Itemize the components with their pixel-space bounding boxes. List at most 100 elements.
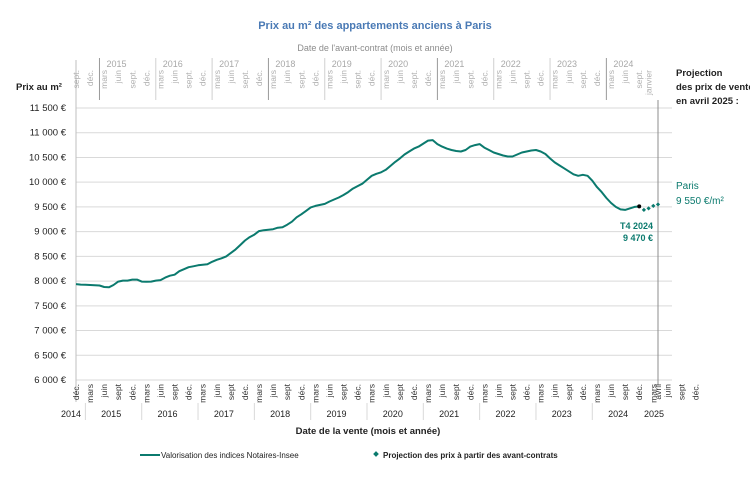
side-note-line-1: Projection: [676, 68, 723, 79]
side-note: Projection des prix de vente en avril 20…: [676, 68, 750, 107]
x-tick-label: déc.: [465, 384, 475, 400]
x-tick-label: déc.: [634, 384, 644, 400]
y-tick-label: 10 000 €: [29, 177, 67, 188]
top-tick-label: déc.: [254, 70, 264, 86]
top-tick-label: sept.: [184, 70, 194, 88]
y-tick-label: 8 000 €: [34, 276, 66, 287]
x-tick-label: sept: [564, 383, 574, 400]
y-axis-label: Prix au m²: [16, 82, 62, 93]
x-tick-label: mars: [198, 384, 208, 403]
top-tick-label: sept.: [353, 70, 363, 88]
x-year-label: 2015: [101, 409, 121, 419]
y-tick-label: 10 500 €: [29, 152, 67, 163]
x-tick-label: mars: [310, 384, 320, 403]
x-tick-label: déc.: [522, 384, 532, 400]
top-tick-label: déc.: [141, 70, 151, 86]
x-year-label: 2022: [495, 409, 515, 419]
top-tick-label: sept.: [296, 70, 306, 88]
x-tick-label: mars: [648, 384, 658, 403]
top-tick-label: déc.: [198, 70, 208, 86]
top-year-label: 2016: [163, 59, 183, 69]
top-tick-label: mars: [437, 70, 447, 89]
top-tick-label: sept.: [522, 70, 532, 88]
x-year-label: 2019: [326, 409, 346, 419]
series-line-notaires-insee: [75, 139, 640, 289]
top-year-label: 2021: [444, 59, 464, 69]
projection-annotation: Paris 9 550 €/m²: [676, 181, 724, 207]
top-tick-label: déc.: [310, 70, 320, 86]
legend-label-series: Valorisation des indices Notaires-Insee: [161, 451, 299, 460]
x-tick-label: sept: [620, 383, 630, 400]
top-tick-label: déc.: [85, 70, 95, 86]
x-year-label: 2018: [270, 409, 290, 419]
x-tick-label: mars: [479, 384, 489, 403]
x-tick-label: juin: [155, 384, 165, 399]
top-tick-label: déc.: [423, 70, 433, 86]
x-tick-label: déc.: [127, 384, 137, 400]
top-tick-label: déc.: [479, 70, 489, 86]
x-year-label: 2021: [439, 409, 459, 419]
x-tick-label: juin: [550, 384, 560, 399]
top-tick-label: juin: [564, 70, 574, 85]
projection-value: 9 550 €/m²: [676, 196, 724, 207]
top-tick-label: sept.: [634, 70, 644, 88]
top-tick-label: sept.: [578, 70, 588, 88]
y-tick-label: 11 000 €: [30, 128, 67, 139]
top-year-label: 2017: [219, 59, 239, 69]
projection-point: [641, 207, 647, 212]
top-tick-label: mars: [550, 70, 560, 89]
x-year-label: 2020: [383, 409, 403, 419]
x-tick-label: déc.: [578, 384, 588, 400]
x-tick-label: sept: [113, 383, 123, 400]
top-tick-label: mars: [381, 70, 391, 89]
top-tick-label: déc.: [536, 70, 546, 86]
top-tick-label: déc.: [367, 70, 377, 86]
series-end-point: [637, 204, 642, 209]
x-tick-label: juin: [268, 384, 278, 399]
top-tick-label: juin: [395, 70, 405, 85]
top-tick-label: juin: [620, 70, 630, 85]
legend: Valorisation des indices Notaires-Insee …: [140, 451, 558, 460]
y-tick-label: 9 500 €: [34, 202, 66, 213]
top-tick-label: mars: [324, 70, 334, 89]
x-tick-label: sept: [508, 383, 518, 400]
top-tick-label: juin: [113, 70, 123, 85]
x-tick-label: juin: [437, 384, 447, 399]
grid-lines: [75, 60, 672, 402]
top-axis-title: Date de l'avant-contrat (mois et année): [297, 43, 452, 53]
projection-point: [651, 203, 656, 209]
top-tick-label: déc.: [592, 70, 602, 86]
legend-label-projection: Projection des prix à partir des avant-c…: [383, 451, 558, 460]
top-tick-label: mars: [212, 70, 222, 89]
x-tick-label: mars: [592, 384, 602, 403]
x-tick-label: mars: [536, 384, 546, 403]
y-tick-label: 6 500 €: [34, 350, 66, 361]
x-tick-label: sept: [395, 383, 405, 400]
x-year-label: 2024: [608, 409, 628, 419]
x-tick-label: mars: [85, 384, 95, 403]
x-tick-label: juin: [662, 384, 672, 399]
x-year-label: 2014: [61, 409, 81, 419]
x-tick-label: déc.: [353, 384, 363, 400]
bottom-axis: déc. mars juin sept déc. mars juin sept déc. mars…: [61, 383, 701, 420]
x-tick-label: sept: [451, 383, 461, 400]
top-tick-label: mars: [155, 70, 165, 89]
x-tick-label: mars: [367, 384, 377, 403]
x-tick-label: sept: [339, 383, 349, 400]
t4-annotation: T4 2024 9 470 €: [620, 221, 653, 243]
t4-label: T4 2024: [620, 221, 653, 231]
x-tick-label: juin: [606, 384, 616, 399]
x-year-label: 2023: [552, 409, 572, 419]
x-tick-label: juin: [324, 384, 334, 399]
top-tick-label: mars: [99, 70, 109, 89]
y-tick-label: 11 500 €: [30, 103, 67, 114]
x-tick-label: déc.: [71, 384, 81, 400]
x-tick-label: juin: [493, 384, 503, 399]
x-axis-label: Date de la vente (mois et année): [296, 426, 441, 437]
x-tick-label: juin: [381, 384, 391, 399]
top-year-label: 2019: [332, 59, 352, 69]
x-tick-label: sept: [282, 383, 292, 400]
x-tick-label: juin: [99, 384, 109, 399]
top-tick-label: janvier: [644, 70, 654, 96]
